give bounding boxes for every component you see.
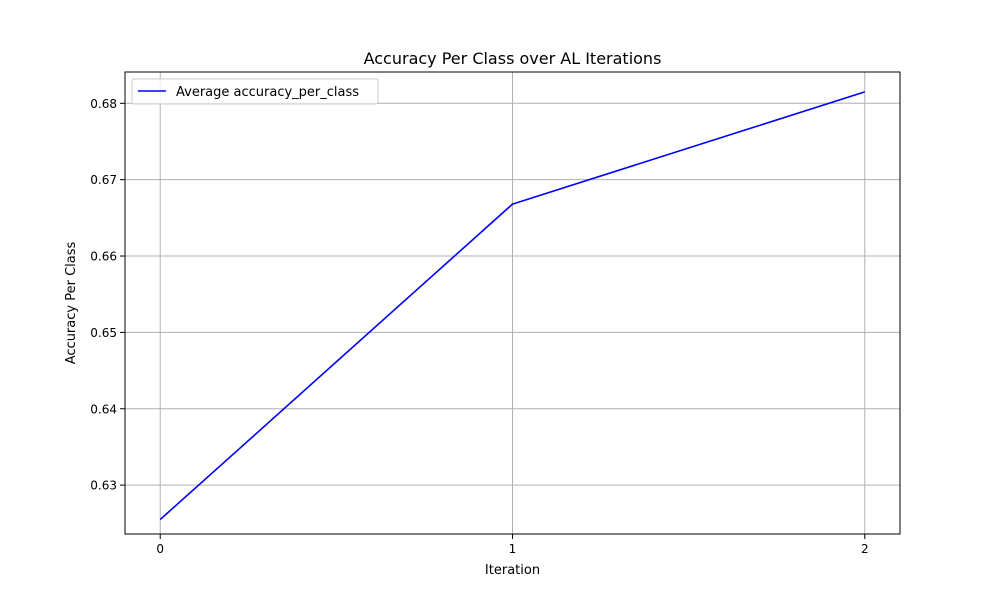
x-tick-label: 1 <box>509 542 517 556</box>
y-tick-label: 0.68 <box>90 97 117 111</box>
y-axis: 0.63 0.64 0.65 0.66 0.67 0.68 <box>90 97 125 493</box>
y-tick-label: 0.66 <box>90 250 117 264</box>
x-axis: 0 1 2 <box>156 534 869 556</box>
y-tick-label: 0.67 <box>90 173 117 187</box>
x-axis-label: Iteration <box>485 563 540 578</box>
x-tick-label: 0 <box>156 542 164 556</box>
series-layer <box>159 91 866 521</box>
x-tick-label: 2 <box>861 542 869 556</box>
legend-box <box>131 78 379 105</box>
y-axis-label: Accuracy Per Class <box>64 242 79 365</box>
chart-title: Accuracy Per Class over AL Iterations <box>364 49 662 68</box>
y-tick-label: 0.65 <box>90 326 117 340</box>
y-tick-label: 0.63 <box>90 479 117 493</box>
y-tick-label: 0.64 <box>90 402 117 416</box>
legend: Average accuracy_per_class <box>131 78 379 105</box>
legend-entry-label: Average accuracy_per_class <box>176 85 359 100</box>
